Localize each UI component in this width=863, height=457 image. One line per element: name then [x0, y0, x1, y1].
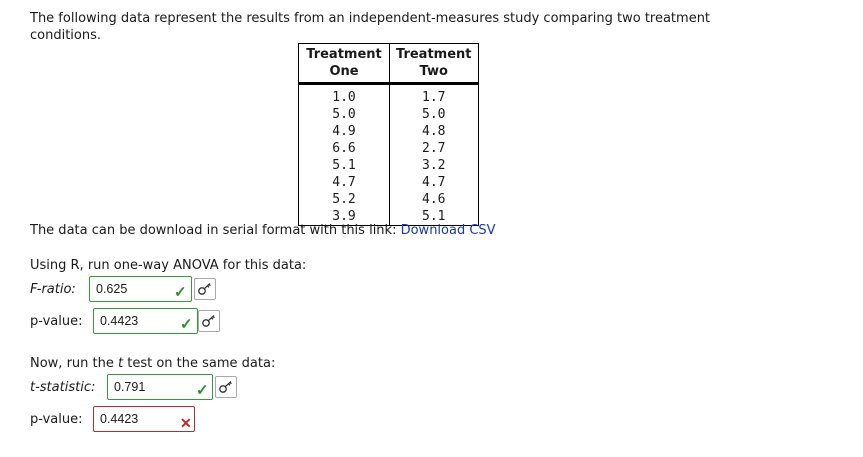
table-row: 4.9 4.8 — [298, 123, 479, 140]
table-cell: 4.6 — [389, 191, 479, 208]
t-statistic-label: t-statistic: — [30, 380, 96, 395]
f-ratio-value: 0.625 — [96, 282, 128, 296]
table-cell: 4.7 — [298, 174, 390, 191]
download-csv-link[interactable]: Download CSV — [400, 223, 496, 238]
table-cell: 1.7 — [389, 83, 479, 106]
key-icon[interactable] — [198, 310, 220, 332]
table-cell: 5.0 — [389, 106, 479, 123]
table-cell: 3.2 — [389, 157, 479, 174]
download-line: The data can be download in serial forma… — [30, 223, 496, 238]
ttest-p-label: p-value: — [30, 412, 83, 427]
anova-instruction: Using R, run one-way ANOVA for this data… — [30, 258, 307, 273]
table-cell: 6.6 — [298, 140, 390, 157]
table-cell: 4.7 — [389, 174, 479, 191]
table-row: 3.9 5.1 — [298, 208, 479, 226]
table-row: 6.6 2.7 — [298, 140, 479, 157]
key-icon[interactable] — [194, 278, 216, 300]
table-cell: 3.9 — [298, 208, 390, 226]
check-icon: ✓ — [180, 316, 193, 333]
data-table: Treatment One Treatment Two 1.0 1.7 5.0 5.0 … — [298, 43, 479, 226]
cross-icon: ✕ — [180, 415, 192, 431]
header-treatment-one: Treatment One — [298, 43, 390, 85]
t-statistic-value: 0.791 — [114, 380, 146, 394]
table-row: 5.1 3.2 — [298, 157, 479, 174]
table-cell: 4.8 — [389, 123, 479, 140]
anova-p-label: p-value: — [30, 314, 83, 329]
f-ratio-label: F-ratio: — [30, 282, 76, 297]
table-row: 5.0 5.0 — [298, 106, 479, 123]
key-icon[interactable] — [215, 376, 237, 398]
table-cell: 5.0 — [298, 106, 390, 123]
ttest-p-field[interactable]: 0.4423 ✕ — [93, 406, 195, 432]
question-intro: The following data represent the results… — [30, 11, 711, 43]
ttest-p-value: 0.4423 — [100, 412, 139, 426]
table-cell: 4.9 — [298, 123, 390, 140]
table-row: 1.0 1.7 — [298, 83, 479, 106]
t-statistic-field[interactable]: 0.791 ✓ — [107, 374, 213, 400]
anova-p-value: 0.4423 — [100, 314, 139, 328]
table-cell: 1.0 — [298, 83, 390, 106]
table-cell: 5.2 — [298, 191, 390, 208]
table-cell: 5.1 — [389, 208, 479, 226]
check-icon: ✓ — [174, 284, 187, 301]
ttest-instruction: Now, run the t test on the same data: — [30, 356, 276, 371]
anova-p-field[interactable]: 0.4423 ✓ — [93, 308, 198, 334]
table-row: 4.7 4.7 — [298, 174, 479, 191]
header-treatment-two: Treatment Two — [389, 43, 479, 85]
check-icon: ✓ — [196, 382, 209, 399]
table-cell: 2.7 — [389, 140, 479, 157]
download-text: The data can be download in serial forma… — [30, 223, 397, 238]
table-cell: 5.1 — [298, 157, 390, 174]
table-row: 5.2 4.6 — [298, 191, 479, 208]
f-ratio-field[interactable]: 0.625 ✓ — [89, 276, 192, 302]
